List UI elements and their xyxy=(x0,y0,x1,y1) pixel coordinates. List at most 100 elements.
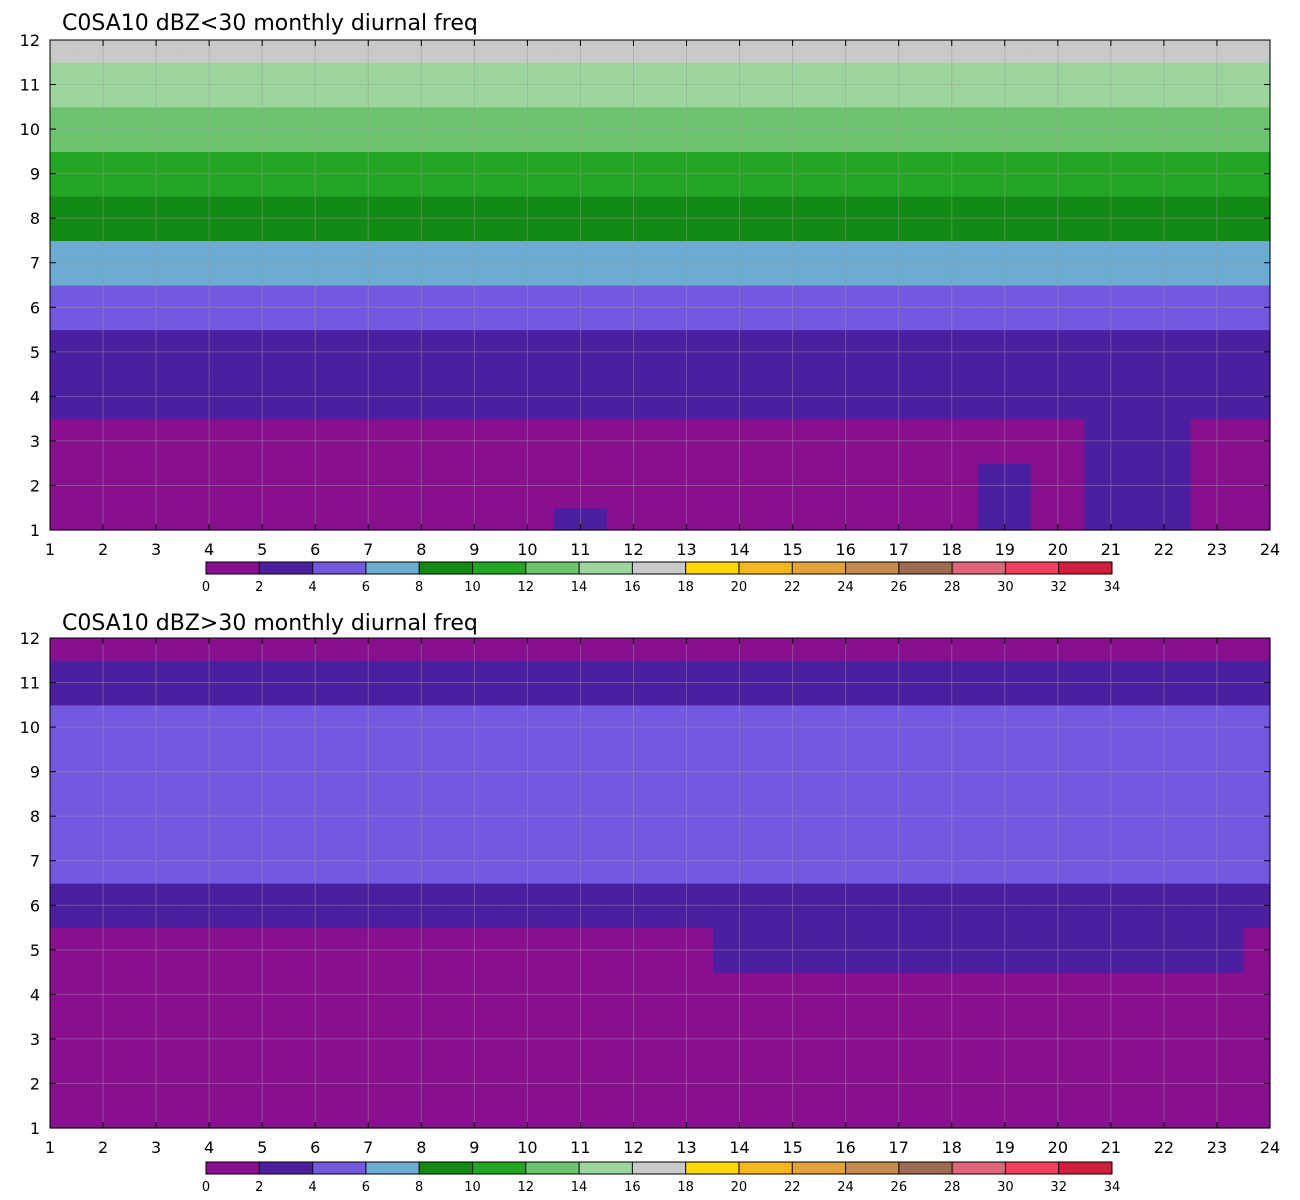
heatmap-cell xyxy=(660,793,714,840)
colorbar-swatch xyxy=(206,562,260,574)
heatmap-cell xyxy=(288,660,343,706)
heatmap-cell xyxy=(394,660,449,706)
heatmap-cell xyxy=(129,638,184,661)
x-tick-label: 14 xyxy=(729,1138,749,1157)
heatmap-cell xyxy=(606,463,661,509)
x-tick-label: 22 xyxy=(1154,1138,1174,1157)
heatmap-cell xyxy=(766,638,820,661)
heatmap-cell xyxy=(447,883,502,929)
heatmap-cell xyxy=(235,285,290,331)
heatmap-cell xyxy=(1190,106,1245,152)
heatmap-cell xyxy=(394,463,449,509)
y-tick-label: 9 xyxy=(30,165,40,184)
heatmap-cell xyxy=(819,927,873,973)
heatmap-cell xyxy=(447,660,502,706)
heatmap-cell xyxy=(182,972,237,1018)
x-tick-label: 16 xyxy=(835,1138,855,1157)
heatmap-cell xyxy=(553,329,608,375)
x-tick-label: 8 xyxy=(416,540,426,559)
heatmap-cell xyxy=(1243,40,1271,63)
x-tick-label: 2 xyxy=(98,1138,108,1157)
heatmap-cell xyxy=(182,793,237,840)
heatmap-cell xyxy=(394,507,449,531)
heatmap-cell xyxy=(288,749,343,795)
heatmap-cell xyxy=(500,374,555,420)
heatmap-cell xyxy=(606,883,661,929)
heatmap-cell xyxy=(394,838,449,884)
heatmap-cell xyxy=(819,660,873,706)
heatmap-cell xyxy=(235,329,290,375)
heatmap-cell xyxy=(341,463,396,509)
heatmap-cell xyxy=(925,195,979,242)
heatmap-cell xyxy=(606,704,661,750)
heatmap-cell xyxy=(1031,638,1085,661)
heatmap-cell xyxy=(1137,972,1192,1018)
y-tick-label: 6 xyxy=(30,896,40,915)
heatmap-cell xyxy=(129,838,184,884)
colorbar-swatch xyxy=(632,562,687,574)
colorbar-label: 10 xyxy=(464,1180,481,1195)
heatmap-cell xyxy=(500,927,555,973)
heatmap-cell xyxy=(341,285,396,331)
heatmap-cell xyxy=(1084,793,1138,840)
heatmap-cell xyxy=(1031,883,1085,929)
heatmap-cell xyxy=(1031,285,1085,331)
x-tick-label: 16 xyxy=(835,540,855,559)
colorbar-label: 2 xyxy=(255,1180,263,1195)
heatmap-cell xyxy=(1137,1016,1192,1062)
heatmap-cell xyxy=(553,106,608,152)
y-tick-label: 4 xyxy=(30,387,40,406)
heatmap-cell xyxy=(606,62,661,108)
heatmap-cell xyxy=(713,463,767,509)
heatmap-cell xyxy=(1031,1061,1085,1107)
heatmap-cell xyxy=(288,418,343,464)
heatmap-cell xyxy=(660,374,714,420)
heatmap-cell xyxy=(766,240,820,286)
heatmap-cell xyxy=(925,285,979,331)
x-tick-label: 1 xyxy=(45,1138,55,1157)
colorbar-swatch xyxy=(1005,562,1060,574)
colorbar-swatch xyxy=(898,562,953,574)
y-tick-label: 3 xyxy=(30,432,40,451)
x-tick-label: 8 xyxy=(416,1138,426,1157)
heatmap-cell xyxy=(447,151,502,197)
heatmap-cell xyxy=(235,704,290,750)
heatmap-cell xyxy=(766,285,820,331)
heatmap-cell xyxy=(978,749,1032,795)
colorbar-label: 20 xyxy=(731,580,748,595)
y-tick-label: 3 xyxy=(30,1030,40,1049)
x-tick-label: 7 xyxy=(363,1138,373,1157)
heatmap-cell xyxy=(978,838,1032,884)
heatmap-cell xyxy=(660,638,714,661)
colorbar-swatch xyxy=(685,562,740,574)
x-tick-label: 10 xyxy=(517,540,537,559)
colorbar-swatch xyxy=(738,562,793,574)
heatmap-cell xyxy=(1137,638,1192,661)
heatmap-cell xyxy=(660,927,714,973)
heatmap-cell xyxy=(182,1016,237,1062)
chart-title-top: C0SA10 dBZ<30 monthly diurnal freq xyxy=(62,11,478,36)
heatmap-cell xyxy=(1137,793,1192,840)
heatmap-cell xyxy=(606,195,661,242)
heatmap-cell xyxy=(766,374,820,420)
heatmap-cell xyxy=(1137,195,1192,242)
colorbar-label: 26 xyxy=(891,580,908,595)
heatmap-cell xyxy=(606,329,661,375)
heatmap-cell xyxy=(978,972,1032,1018)
heatmap-cell xyxy=(766,883,820,929)
heatmap-cell xyxy=(447,195,502,242)
heatmap-cell xyxy=(341,374,396,420)
heatmap-cell xyxy=(766,704,820,750)
heatmap-cell xyxy=(553,638,608,661)
heatmap-cell xyxy=(713,106,767,152)
heatmap-cell xyxy=(1031,838,1085,884)
heatmap-cell xyxy=(553,62,608,108)
heatmap-cell xyxy=(925,793,979,840)
colorbar-label: 6 xyxy=(362,1180,370,1195)
heatmap-cell xyxy=(1031,195,1085,242)
heatmap-cell xyxy=(288,62,343,108)
x-tick-label: 11 xyxy=(570,540,590,559)
colorbar-label: 24 xyxy=(837,580,854,595)
heatmap-cell xyxy=(288,1061,343,1107)
heatmap-cell xyxy=(129,1061,184,1107)
